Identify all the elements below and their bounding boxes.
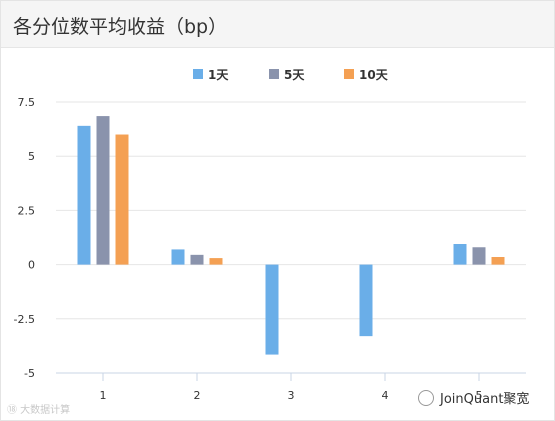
- x-tick-label: 3: [288, 389, 295, 402]
- y-tick-label: 7.5: [18, 96, 36, 109]
- watermark-left: ⑱ 大数据计算: [7, 405, 71, 416]
- watermark-joinquant: JoinQuant聚宽: [418, 388, 529, 407]
- y-tick-label: 5: [28, 150, 35, 163]
- legend-label: 1天: [208, 68, 229, 82]
- watermark-joinquant-label: JoinQuant聚宽: [440, 392, 530, 407]
- x-tick-label: 2: [194, 389, 201, 402]
- y-tick-label: -5: [24, 367, 35, 380]
- x-tick-label: 1: [100, 389, 107, 402]
- legend-swatch: [269, 69, 279, 79]
- bar-1天: [171, 249, 185, 265]
- legend-swatch: [193, 69, 203, 79]
- y-tick-label: 2.5: [18, 204, 36, 217]
- bar-10天: [209, 258, 223, 265]
- legend-label: 10天: [359, 68, 389, 82]
- y-tick-label: -2.5: [14, 313, 35, 326]
- bar-10天: [491, 257, 505, 265]
- bar-5天: [96, 116, 110, 265]
- bar-chart: 7.5 5 2.5 0 -2.5 -5 1 2 3 4 5 1天 5天 10天: [14, 68, 526, 402]
- legend-swatch: [344, 69, 354, 79]
- y-tick-label: 0: [28, 259, 35, 272]
- legend-label: 5天: [284, 68, 305, 82]
- bar-1天: [265, 264, 279, 355]
- panel-header: 各分位数平均收益（bp）: [1, 1, 554, 48]
- x-tick-label: 4: [382, 389, 389, 402]
- bar-1天: [453, 244, 467, 265]
- bar-5天: [472, 247, 486, 265]
- bar-1天: [77, 125, 91, 265]
- bar-5天: [190, 254, 204, 265]
- x-tick-label: 5: [476, 389, 483, 402]
- bar-1天: [359, 264, 373, 337]
- page-title: 各分位数平均收益（bp）: [13, 16, 228, 38]
- bar-10天: [115, 134, 129, 265]
- wechat-logo-icon: [418, 390, 434, 406]
